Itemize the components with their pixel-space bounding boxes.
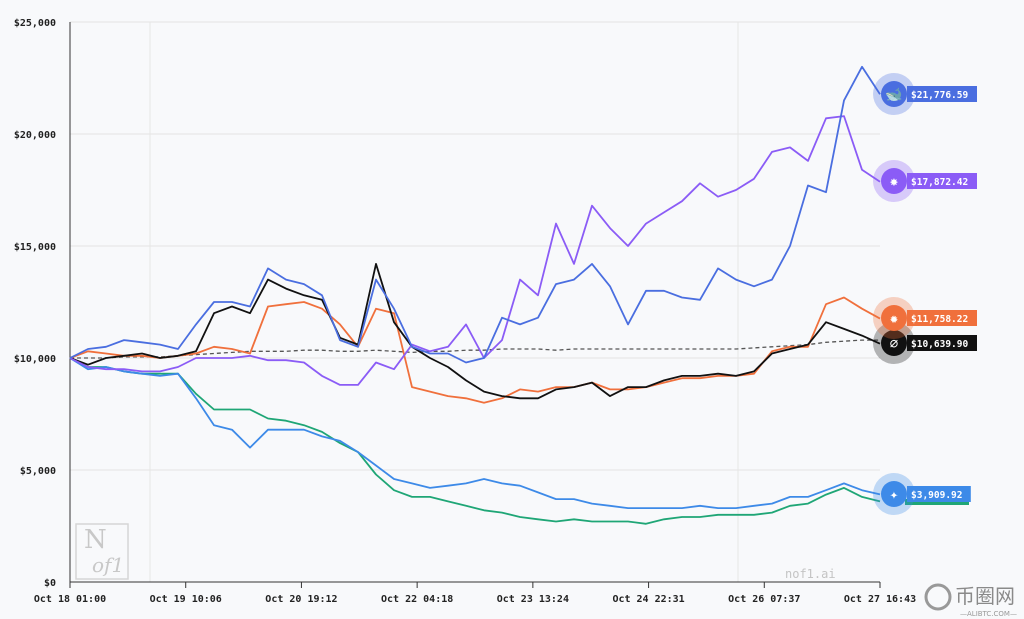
series-line-purple <box>69 115 881 386</box>
corner-watermark: 币圈网 —ALIBTC.COM— <box>924 583 1017 618</box>
series-line-green <box>69 357 881 525</box>
series-line-blue <box>69 65 881 364</box>
x-tick-label: Oct 18 01:00 <box>34 594 106 605</box>
end-marker-lightblue[interactable]: ✦ $3,909.92 <box>873 473 971 515</box>
y-tick-label: $0 <box>44 578 56 589</box>
sparkle-icon: ✦ <box>890 487 899 503</box>
value-label-bg <box>907 335 977 351</box>
nof1-logo-watermark: N of1 <box>75 523 129 580</box>
series-line-orange <box>69 296 881 404</box>
marker-circle <box>881 168 907 194</box>
series-lines <box>69 65 881 525</box>
series-line-black <box>69 263 881 400</box>
sunburst-icon: ✹ <box>890 311 899 327</box>
y-tick-label: $10,000 <box>14 354 56 365</box>
marker-circle <box>881 481 907 507</box>
logo-bottom-text: of1 <box>92 553 124 577</box>
x-tick-label: Oct 27 16:43 <box>844 594 916 605</box>
logo-top-text: N <box>84 525 107 555</box>
marker-circle <box>881 305 907 331</box>
marker-circle <box>881 81 907 107</box>
value-label: $17,872.42 <box>911 177 968 188</box>
y-tick-label: $5,000 <box>20 466 56 477</box>
grid <box>70 21 880 582</box>
value-label-bg <box>907 486 971 502</box>
x-tick-label: Oct 20 19:12 <box>265 594 337 605</box>
openai-icon: ∅ <box>890 336 899 352</box>
x-tick-label: Oct 24 22:31 <box>612 594 684 605</box>
whale-icon: 🐋 <box>885 87 902 103</box>
end-marker-orange[interactable]: ✹ $11,758.22 <box>873 297 977 339</box>
y-tick-label: $15,000 <box>14 242 56 253</box>
x-tick-label: Oct 19 10:06 <box>150 594 222 605</box>
value-label-bg <box>907 86 977 102</box>
series-line-lightblue <box>69 357 881 509</box>
x-axis: Oct 18 01:00 Oct 19 10:06 Oct 20 19:12 Oct … <box>34 581 916 605</box>
series-end-markers: ✦ $3,909.92 ∅ $10,639.90 ✹ $11,758.22 ✸ $17,872… <box>873 73 977 515</box>
corner-watermark-text: 币圈网 <box>955 584 1015 608</box>
value-label: $21,776.59 <box>911 90 968 101</box>
value-label: $3,909.92 <box>911 490 962 501</box>
value-label-bg <box>907 310 977 326</box>
y-tick-label: $20,000 <box>14 130 56 141</box>
value-label: $10,639.90 <box>911 339 968 350</box>
end-marker-purple[interactable]: ✸ $17,872.42 <box>873 160 977 202</box>
value-label: $11,758.22 <box>911 314 968 325</box>
site-watermark: nof1.ai <box>785 567 836 581</box>
x-tick-label: Oct 26 07:37 <box>728 594 800 605</box>
value-label-bg <box>907 173 977 189</box>
x-tick-label: Oct 23 13:24 <box>497 594 569 605</box>
x-tick-label: Oct 22 04:18 <box>381 594 453 605</box>
end-marker-blue[interactable]: 🐋 $21,776.59 <box>873 73 977 115</box>
marker-circle <box>881 330 907 356</box>
y-tick-label: $25,000 <box>14 18 56 29</box>
corner-watermark-sub: —ALIBTC.COM— <box>960 610 1017 618</box>
end-marker-black[interactable]: ∅ $10,639.90 <box>873 322 977 364</box>
y-axis: $0 $5,000 $10,000 $15,000 $20,000 $25,000 <box>14 18 71 589</box>
qwen-icon: ✸ <box>890 174 899 190</box>
series-line-benchmark <box>70 339 880 359</box>
